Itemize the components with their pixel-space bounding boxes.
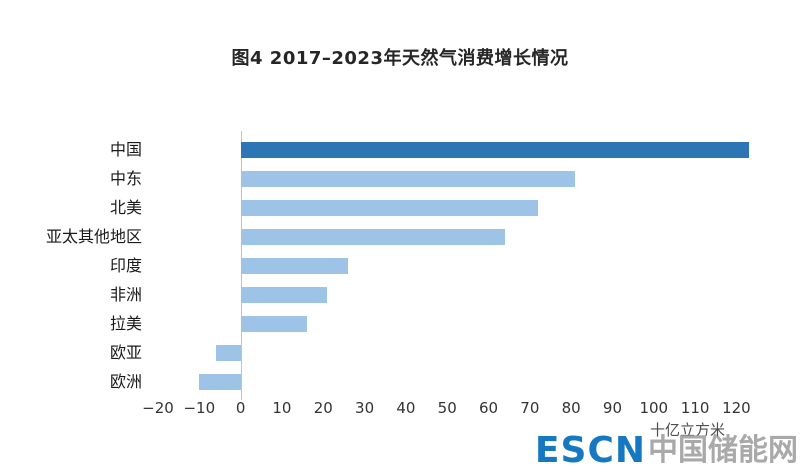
x-tick-label: 40	[396, 399, 416, 417]
x-tick-label: 20	[313, 399, 333, 417]
category-label: 非洲	[109, 285, 142, 304]
bar	[240, 141, 749, 158]
watermark-logo: ESCN中国储能网	[535, 433, 798, 469]
plot-area	[158, 131, 786, 400]
category-label: 欧亚	[109, 343, 142, 362]
x-tick-label: 70	[520, 399, 540, 417]
x-tick-label: −10	[183, 399, 216, 417]
x-tick-label: 10	[272, 399, 292, 417]
watermark-text: 中国储能网	[648, 433, 798, 468]
bar	[240, 315, 307, 332]
category-label: 印度	[109, 256, 142, 275]
x-tick-label: 120	[722, 399, 751, 417]
category-label: 亚太其他地区	[45, 227, 142, 246]
x-tick-label: 0	[235, 399, 246, 417]
category-label: 中东	[109, 169, 142, 188]
x-tick-label: −20	[142, 399, 174, 417]
category-label: 中国	[109, 140, 142, 159]
bar	[240, 199, 539, 216]
x-tick-label: 110	[680, 399, 710, 417]
escn-logo-text: ESCN	[534, 430, 646, 471]
x-tick-label: 100	[639, 399, 669, 417]
bar	[240, 228, 506, 245]
x-axis: −20 −10 0 10 20 30 40 50 60 70 80 90 100 110 120	[142, 399, 786, 419]
category-label: 北美	[109, 198, 142, 217]
bar	[240, 257, 349, 274]
category-labels: 中国中东北美亚太其他地区印度非洲拉美欧亚欧洲	[0, 135, 150, 396]
category-label: 拉美	[109, 314, 142, 333]
bar	[199, 373, 241, 390]
bar	[240, 286, 328, 303]
x-tick-label: 50	[437, 399, 457, 417]
x-axis-unit-label: 十亿立方米	[650, 421, 726, 439]
bar	[215, 344, 241, 361]
bar	[240, 170, 576, 187]
x-tick-label: 30	[355, 399, 375, 417]
chart-title: 图4 2017–2023年天然气消费增长情况	[231, 48, 569, 69]
x-tick-label: 60	[478, 399, 499, 417]
category-label: 欧洲	[109, 372, 142, 391]
x-tick-label: 90	[602, 399, 623, 417]
x-tick-label: 80	[561, 399, 581, 417]
